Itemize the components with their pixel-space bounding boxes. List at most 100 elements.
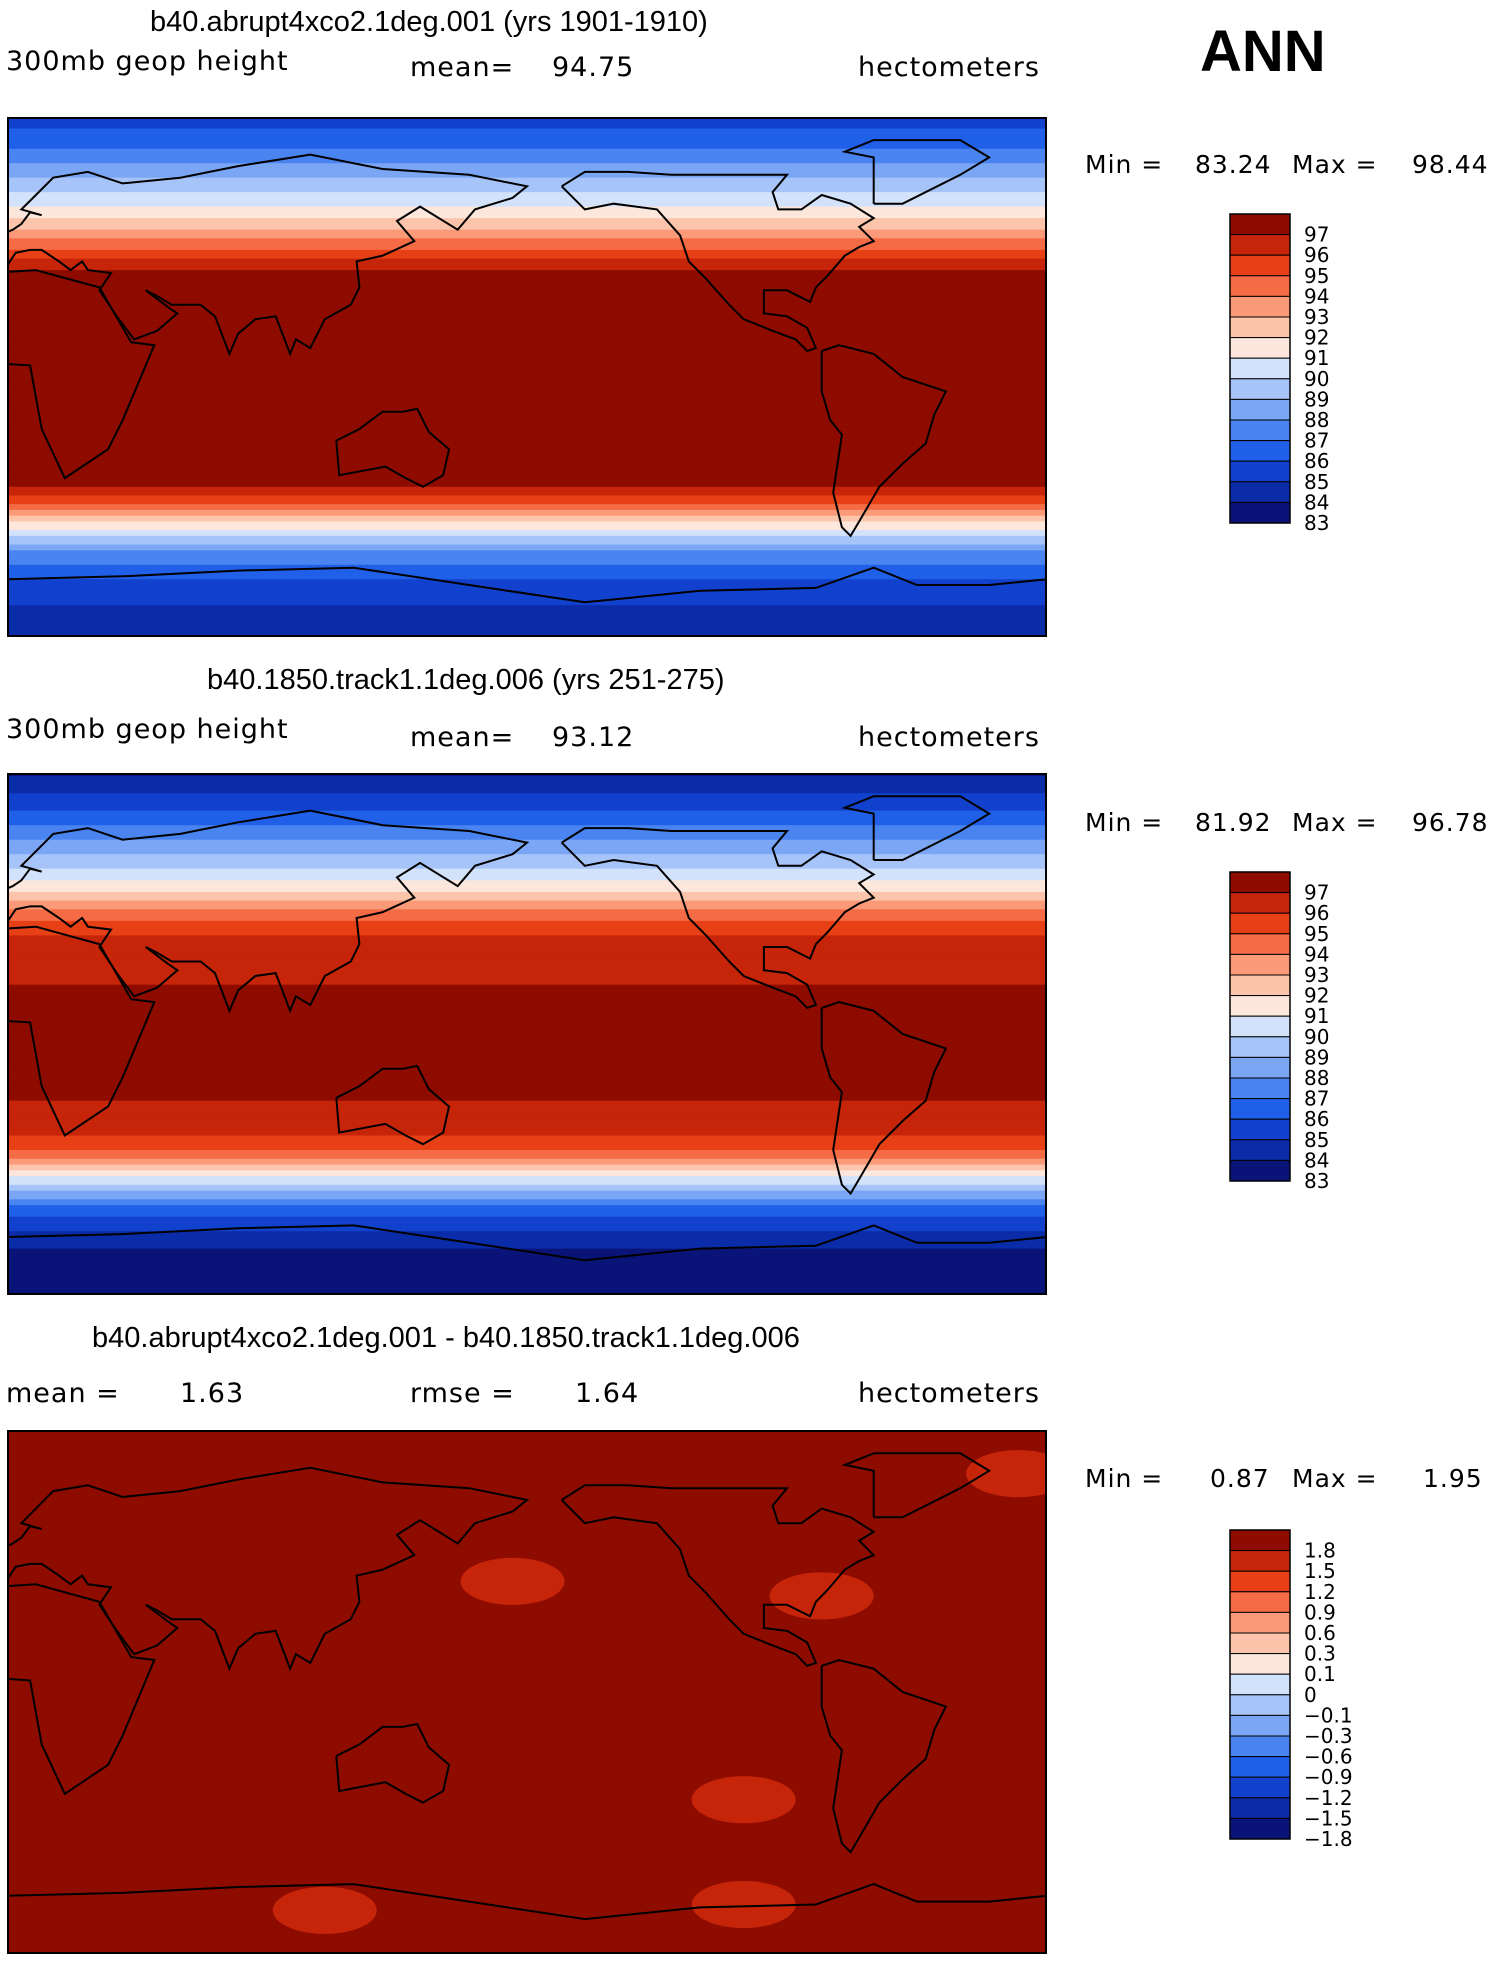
field-band: [7, 976, 1047, 980]
field-band: [7, 322, 1047, 326]
field-band: [7, 504, 1047, 508]
field-band: [7, 1205, 1047, 1209]
field-band: [7, 1126, 1047, 1131]
field-patch: [879, 1808, 984, 1856]
field-band: [7, 1184, 1047, 1189]
field-band: [7, 1007, 1047, 1012]
field-band: [7, 993, 1047, 997]
field-band: [7, 1231, 1047, 1235]
colorbar-box: [1229, 912, 1291, 935]
coastline: [7, 566, 1047, 604]
field-band: [7, 498, 1047, 502]
field-band: [7, 1268, 1047, 1273]
field-band: [7, 1225, 1047, 1229]
field-band: [7, 316, 1047, 320]
panel2-variable: 300mb geop height: [6, 714, 289, 745]
field-band: [7, 932, 1047, 936]
field-band: [7, 140, 1047, 144]
colorbar-box: [1229, 1118, 1291, 1141]
field-band: [7, 1112, 1047, 1116]
coastline: [820, 344, 948, 538]
field-band: [7, 1260, 1047, 1264]
colorbar-box: [1229, 1529, 1291, 1552]
colorbar-label: 85: [1304, 470, 1329, 494]
field-band: [7, 261, 1047, 265]
field-band: [7, 1170, 1047, 1174]
field-band: [7, 923, 1047, 928]
field-band: [7, 1228, 1047, 1232]
colorbar-box: [1229, 378, 1291, 400]
field-band: [7, 530, 1047, 534]
map-field: [7, 117, 1047, 637]
colorbar-box: [1229, 892, 1291, 914]
field-band: [7, 822, 1047, 826]
panel1-min-label: Min =: [1085, 150, 1164, 179]
field-band: [7, 481, 1047, 485]
field-band: [7, 973, 1047, 977]
colorbar-label: −1.2: [1304, 1786, 1353, 1810]
field-band: [7, 625, 1047, 629]
field-band: [7, 339, 1047, 343]
field-band: [7, 278, 1047, 283]
colorbar-box: [1229, 1714, 1291, 1737]
field-band: [7, 831, 1047, 835]
field-band: [7, 1074, 1047, 1079]
field-band: [7, 1283, 1047, 1287]
colorbar-label: 0.9: [1304, 1600, 1336, 1624]
field-band: [7, 854, 1047, 858]
field-band: [7, 446, 1047, 450]
field-band: [7, 1100, 1047, 1105]
colorbar-box: [1229, 295, 1291, 318]
field-band: [7, 203, 1047, 208]
panel3-units: hectometers: [858, 1378, 1040, 1409]
field-band: [7, 160, 1047, 164]
field-band: [7, 437, 1047, 442]
field-band: [7, 909, 1047, 913]
panel3-mean-label: mean =: [6, 1378, 120, 1409]
panel3-max-value: 1.95: [1423, 1464, 1483, 1493]
field-band: [7, 382, 1047, 387]
field-band: [7, 564, 1047, 569]
field-band: [7, 1210, 1047, 1215]
field-band: [7, 556, 1047, 560]
field-band: [7, 947, 1047, 951]
field-band: [7, 154, 1047, 159]
field-band: [7, 839, 1047, 844]
field-band: [7, 1010, 1047, 1015]
colorbar-label: 84: [1304, 490, 1329, 514]
field-band: [7, 1248, 1047, 1253]
field-band: [7, 252, 1047, 257]
colorbar-label: 83: [1304, 511, 1329, 535]
field-patch: [272, 1886, 377, 1934]
field-band: [7, 775, 1047, 780]
field-band: [7, 466, 1047, 471]
field-band: [7, 394, 1047, 398]
field-band: [7, 816, 1047, 820]
field-band: [7, 397, 1047, 401]
field-band: [7, 857, 1047, 861]
field-band: [7, 455, 1047, 459]
field-band: [7, 325, 1047, 329]
colorbar-box: [1229, 316, 1291, 339]
field-band: [7, 512, 1047, 517]
coastline: [335, 1064, 451, 1146]
field-band: [7, 374, 1047, 378]
field-band: [7, 906, 1047, 910]
field-band: [7, 310, 1047, 315]
field-band: [7, 1237, 1047, 1241]
field-band: [7, 507, 1047, 511]
field-patch: [258, 1805, 363, 1853]
panel1-min-value: 83.24: [1195, 150, 1272, 179]
field-band: [7, 1190, 1047, 1195]
colorbar-box: [1229, 1653, 1291, 1675]
colorbar-label: 0.1: [1304, 1662, 1336, 1686]
field-band: [7, 1025, 1047, 1029]
field-band: [7, 1263, 1047, 1267]
field-band: [7, 281, 1047, 286]
field-band: [7, 1118, 1047, 1122]
field-band: [7, 189, 1047, 193]
colorbar-label: 94: [1304, 284, 1329, 308]
field-band: [7, 319, 1047, 323]
field-band: [7, 1219, 1047, 1224]
field-band: [7, 275, 1047, 280]
